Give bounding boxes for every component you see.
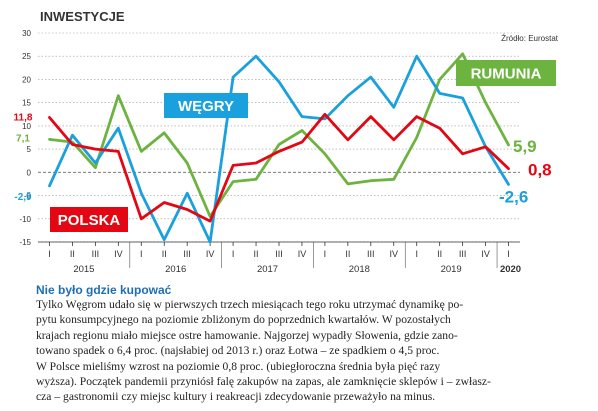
chart-grid bbox=[38, 32, 520, 243]
x-tick-label: II bbox=[345, 249, 350, 259]
y-axis: 30 25 20 15 10 5 0 -5 -10 -15 bbox=[19, 29, 31, 247]
year-label: 2015 bbox=[73, 264, 94, 275]
x-tick-label: II bbox=[254, 249, 259, 259]
x-tick-label: IV bbox=[298, 249, 307, 259]
x-tick-label: III bbox=[459, 249, 467, 259]
series-line-polska bbox=[48, 112, 510, 223]
x-tick-label: III bbox=[367, 249, 375, 259]
start-label-polska: 11,8 bbox=[14, 113, 33, 124]
y-tick-label: -5 bbox=[24, 192, 32, 201]
caption-line: Tylko Węgrom udało się w pierwszych trze… bbox=[36, 298, 464, 311]
y-tick-label: 0 bbox=[27, 168, 32, 177]
x-tick-label: III bbox=[183, 249, 191, 259]
caption: Nie było gdzie kupować Tylko Węgrom udał… bbox=[36, 283, 592, 405]
caption-line: W Polsce mieliśmy wzrost na poziomie 0,8… bbox=[36, 359, 441, 373]
y-tick-label: 10 bbox=[22, 122, 31, 131]
y-tick-label: -10 bbox=[19, 215, 31, 224]
y-tick-label: 5 bbox=[27, 145, 32, 154]
year-label: 2018 bbox=[349, 264, 370, 275]
y-tick-label: 30 bbox=[22, 29, 31, 38]
caption-line: towano spadek o 6,4 proc. (najsłabiej od… bbox=[36, 344, 440, 358]
x-axis: I II III IV I II III IV I II III IV I II III IV I II III IV… bbox=[38, 241, 521, 275]
x-tick-label: I bbox=[324, 249, 327, 259]
end-label-polska: 0,8 bbox=[528, 161, 552, 180]
year-label: 2017 bbox=[257, 264, 278, 275]
legend-label-rumunia: RUMUNIA bbox=[471, 65, 542, 82]
legend-box-węgry bbox=[164, 93, 248, 118]
end-label-rumunia: 5,9 bbox=[513, 137, 537, 156]
x-tick-label: III bbox=[92, 249, 100, 259]
x-tick-label: III bbox=[275, 249, 283, 259]
series-line-rumunia bbox=[48, 52, 510, 218]
x-tick-label: IV bbox=[390, 249, 399, 259]
chart-labels: 11,8 7,1 -2,9 5,9 0,8-2,6 WĘGRY POLSKA RUMUNIA bbox=[14, 60, 556, 232]
y-tick-label: 20 bbox=[22, 75, 31, 84]
chart-title: INWESTYCJE bbox=[40, 9, 125, 24]
start-label-węgry: -2,9 bbox=[14, 192, 32, 203]
year-label: 2019 bbox=[441, 264, 462, 275]
x-tick-label: I bbox=[48, 249, 51, 259]
caption-body: Tylko Węgrom udało się w pierwszych trze… bbox=[36, 297, 592, 405]
y-tick-label: -15 bbox=[19, 238, 31, 247]
x-tick-label: IV bbox=[114, 249, 123, 259]
year-label: 2020 bbox=[500, 264, 521, 275]
legend-label-węgry: WĘGRY bbox=[178, 98, 234, 115]
y-tick-label: 25 bbox=[22, 52, 31, 61]
y-tick-label: 15 bbox=[22, 99, 31, 108]
caption-line: wyższa). Początek pandemii przyniósł fal… bbox=[36, 375, 491, 389]
chart-series bbox=[48, 52, 510, 244]
x-tick-label: IV bbox=[481, 249, 490, 259]
x-tick-label: IV bbox=[206, 249, 215, 259]
legend-box-polska bbox=[50, 207, 128, 232]
caption-title: Nie było gdzie kupować bbox=[36, 283, 172, 297]
caption-line: pytu konsumpcyjnego na poziomie zbliżony… bbox=[36, 313, 451, 327]
end-label-węgry: -2,6 bbox=[499, 187, 528, 206]
x-tick-label: I bbox=[140, 249, 143, 259]
x-tick-label: I bbox=[415, 249, 418, 259]
x-tick-label: I bbox=[507, 249, 510, 259]
x-tick-label: I bbox=[232, 249, 235, 259]
start-label-rumunia: 7,1 bbox=[16, 133, 30, 144]
year-label: 2016 bbox=[165, 264, 186, 275]
legend-box-rumunia bbox=[456, 60, 556, 86]
series-line-węgry bbox=[48, 54, 510, 244]
caption-line: cza – gastronomii czy miejsc kultury i r… bbox=[36, 390, 436, 404]
chart-source: Źródło: Eurostat bbox=[501, 34, 559, 43]
legend-label-polska: POLSKA bbox=[58, 212, 121, 229]
x-tick-label: II bbox=[70, 249, 75, 259]
x-tick-label: II bbox=[437, 249, 442, 259]
caption-line: krajach regionu miało miejsce ostre hamo… bbox=[36, 328, 458, 342]
x-tick-label: II bbox=[162, 249, 167, 259]
